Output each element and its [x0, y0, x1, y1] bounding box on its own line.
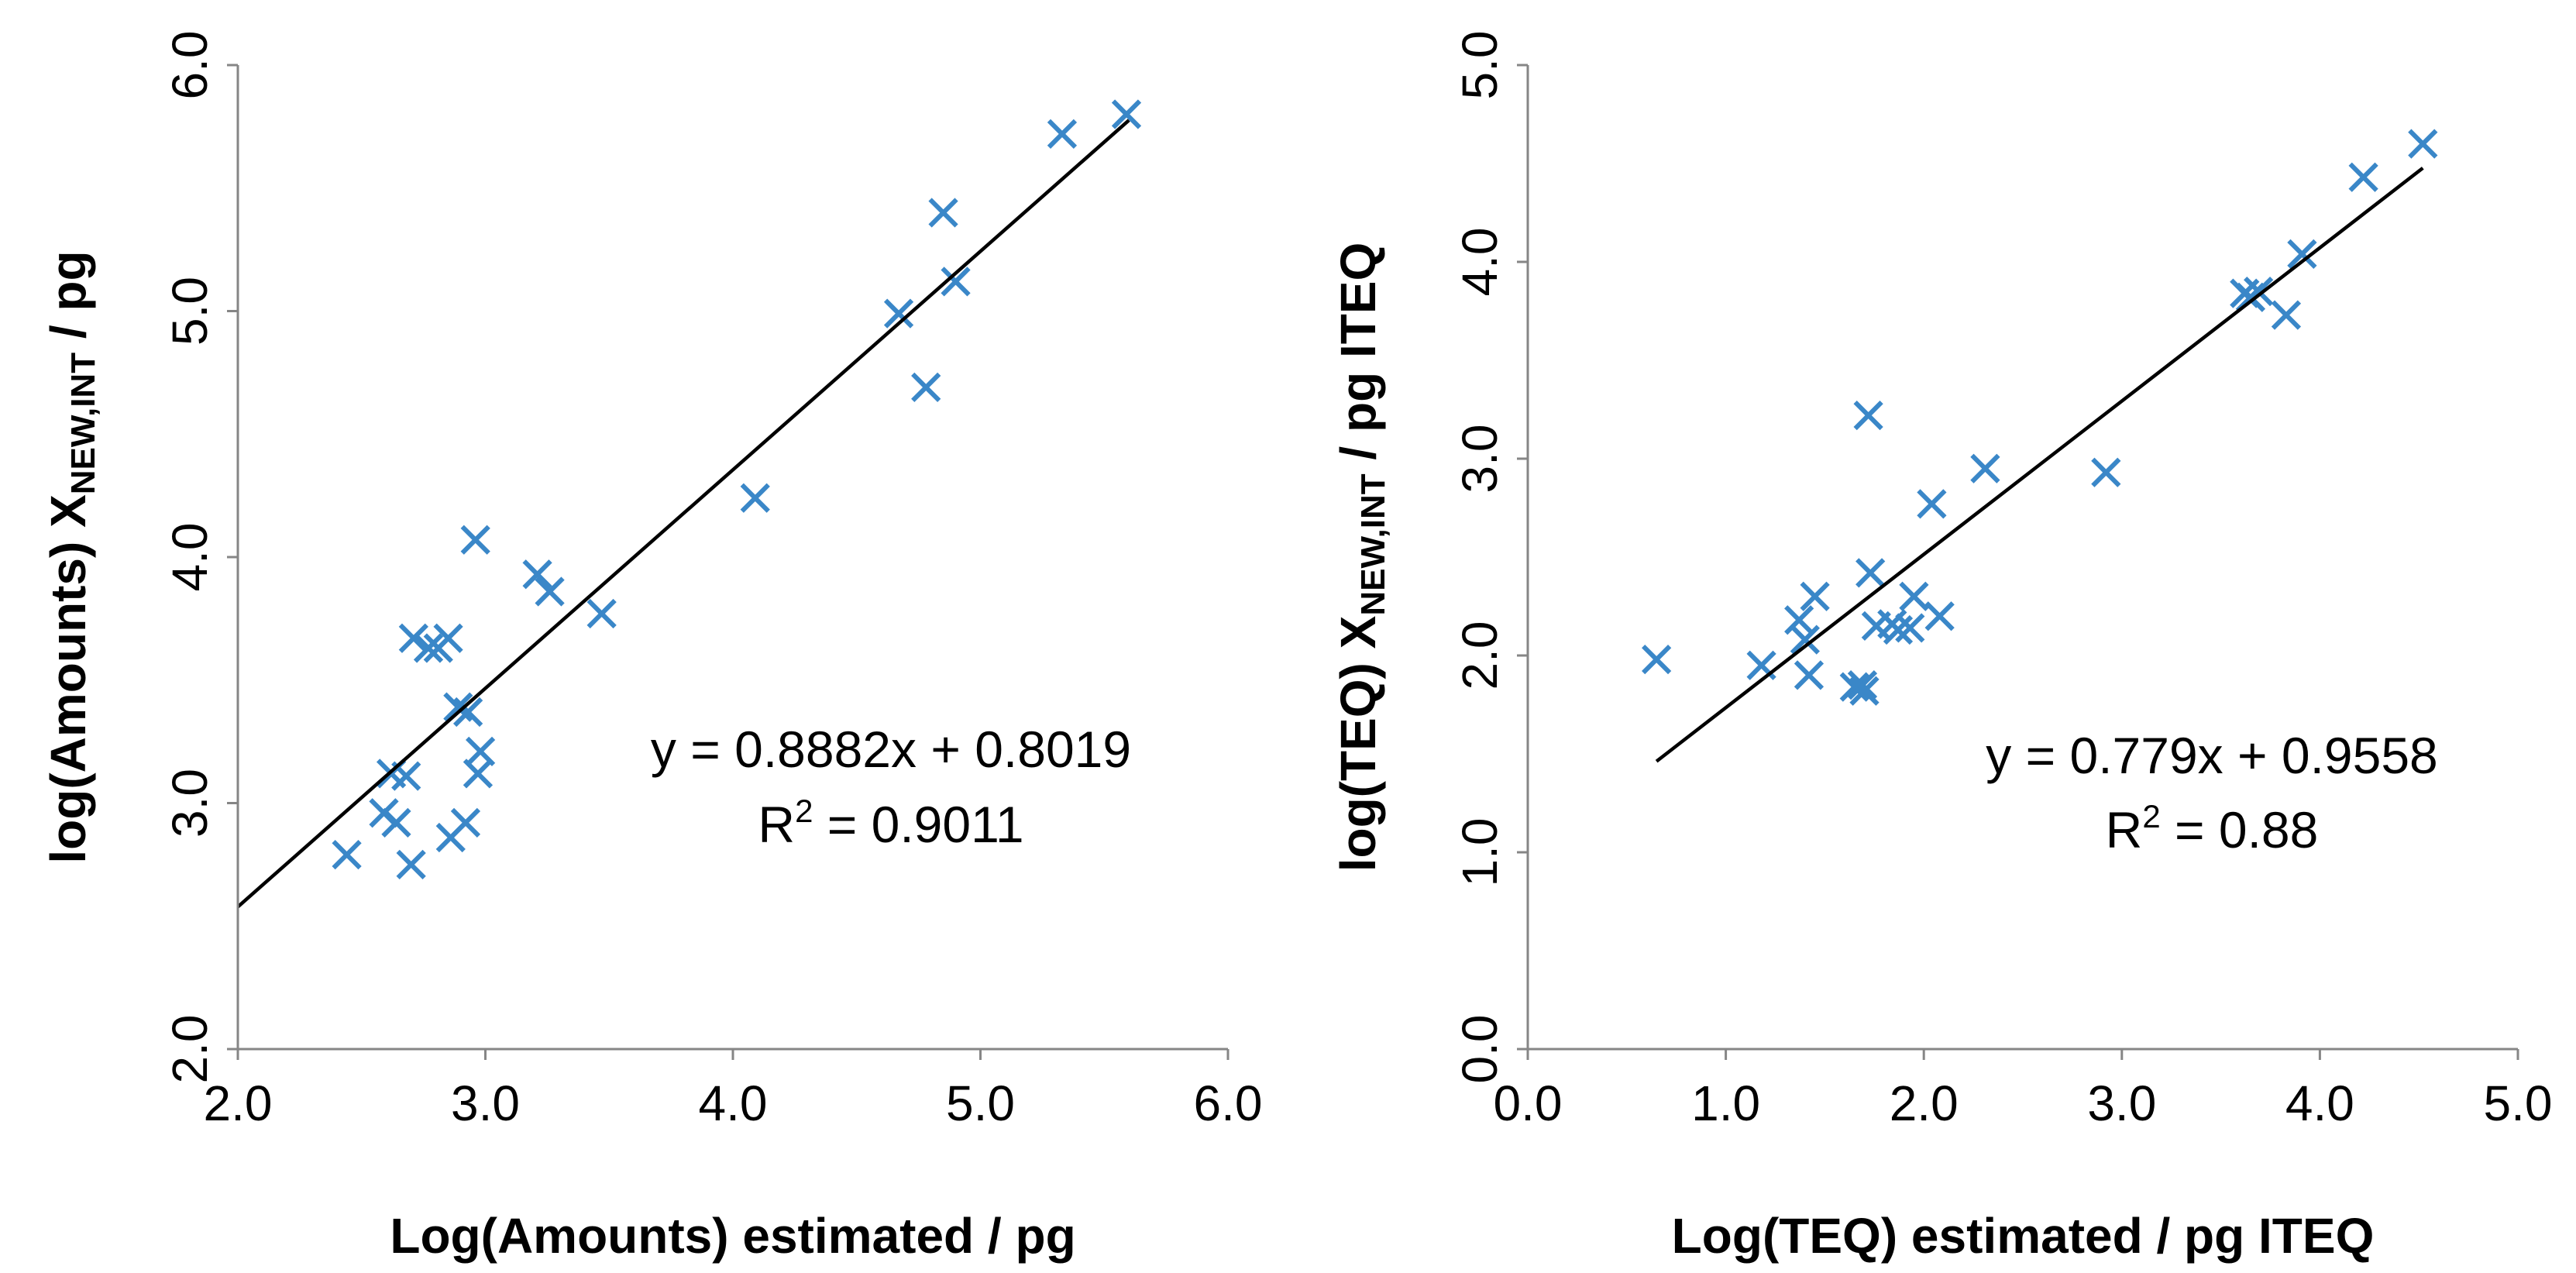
right-y-tick-label: 0.0: [1452, 1015, 1508, 1084]
left-trendline: [236, 119, 1130, 909]
right-x-tick-label: 4.0: [2285, 1075, 2354, 1131]
right-data-point: [1895, 613, 1925, 643]
chart-left: 2.0 3.0 4.0 5.0 6.0 2.0 3.0 4.0 5.0 6.0 Log(Amou…: [40, 31, 1262, 1264]
left-data-point: [1111, 99, 1142, 129]
right-y-label-suffix: / pg ITEQ: [1330, 243, 1386, 474]
right-trendline: [1655, 167, 2424, 763]
right-data-point: [1642, 644, 1672, 675]
left-r2-value: = 0.9011: [813, 796, 1023, 853]
left-y-tick-label: 2.0: [162, 1015, 218, 1084]
left-x-tick-label: 4.0: [699, 1075, 768, 1131]
right-data-point: [1853, 400, 1883, 431]
left-data-point: [396, 849, 426, 879]
left-data-point: [443, 692, 473, 722]
left-y-tick-label: 4.0: [162, 523, 218, 592]
right-x-axis-label: Log(TEQ) estimated / pg ITEQ: [1672, 1208, 2375, 1264]
right-data-point: [1970, 453, 2000, 483]
right-x-tick-label: 1.0: [1691, 1075, 1760, 1131]
left-data-point: [911, 372, 941, 403]
right-y-tick-label: 1.0: [1452, 818, 1508, 887]
left-y-tick-labels: 2.0 3.0 4.0 5.0 6.0: [162, 31, 238, 1084]
right-data-point: [1855, 558, 1886, 588]
right-data-point: [1790, 624, 1820, 655]
right-y-tick-labels: 0.0 1.0 2.0 3.0 4.0 5.0: [1452, 31, 1528, 1084]
right-data-point: [2348, 162, 2378, 192]
left-data-point: [535, 576, 565, 607]
left-data-point: [413, 633, 444, 663]
left-data-point: [883, 298, 914, 329]
right-data-point: [1794, 660, 1825, 690]
left-x-tick-label: 3.0: [451, 1075, 520, 1131]
right-y-tick-label: 3.0: [1452, 425, 1508, 494]
left-y-tick-label: 5.0: [162, 277, 218, 346]
left-x-axis-label: Log(Amounts) estimated / pg: [390, 1208, 1075, 1264]
right-y-label-prefix: log(TEQ) X: [1330, 615, 1386, 872]
right-r2-prefix: R: [2106, 801, 2143, 858]
left-y-label-prefix: log(Amounts) X: [40, 494, 96, 864]
right-data-point: [1839, 672, 1869, 702]
right-data-point: [2408, 129, 2438, 159]
left-data-point: [1047, 119, 1078, 150]
right-x-tick-label: 2.0: [1890, 1075, 1959, 1131]
left-r2-sup: 2: [795, 793, 813, 829]
left-regression-equation: y = 0.8882x + 0.8019: [651, 721, 1131, 778]
left-data-point: [522, 559, 552, 590]
right-data-point: [1917, 489, 1947, 519]
right-x-tick-label: 3.0: [2087, 1075, 2156, 1131]
left-y-tick-label: 6.0: [162, 31, 218, 100]
right-r2-sup: 2: [2142, 798, 2160, 834]
right-y-axis-label: log(TEQ) XNEW,INT / pg ITEQ: [1330, 243, 1392, 872]
left-data-point: [332, 840, 362, 870]
left-y-label-suffix: / pg: [40, 250, 96, 353]
left-x-tick-labels: 2.0 3.0 4.0 5.0 6.0: [204, 1049, 1263, 1131]
left-data-point: [586, 598, 617, 629]
right-data-point: [1784, 605, 1814, 635]
right-r-squared: R2 = 0.88: [2106, 798, 2319, 858]
left-data-point: [381, 807, 411, 838]
left-data-point: [453, 697, 483, 728]
left-data-markers: [332, 99, 1142, 879]
right-r2-value: = 0.88: [2161, 801, 2319, 858]
right-data-point: [1800, 581, 1830, 611]
right-data-markers: [1642, 129, 2438, 706]
left-data-point: [928, 198, 958, 228]
left-x-tick-label: 6.0: [1194, 1075, 1263, 1131]
left-x-tick-label: 2.0: [204, 1075, 273, 1131]
left-data-point: [465, 736, 496, 766]
right-y-tick-label: 2.0: [1452, 621, 1508, 690]
right-data-point: [2091, 457, 2121, 487]
left-y-tick-label: 3.0: [162, 769, 218, 838]
left-data-point: [941, 267, 971, 297]
right-data-point: [2287, 239, 2317, 269]
right-data-point: [1883, 614, 1914, 645]
left-y-axis-label: log(Amounts) XNEW,INT / pg: [40, 250, 102, 863]
right-x-tick-labels: 0.0 1.0 2.0 3.0 4.0 5.0: [1494, 1049, 2553, 1131]
chart-right: 0.0 1.0 2.0 3.0 4.0 5.0 0.0 1.0 2.0 3.0 4.0 5.0 Lo…: [1330, 31, 2552, 1264]
left-data-point: [398, 623, 428, 653]
left-r2-prefix: R: [758, 796, 795, 853]
left-x-tick-label: 5.0: [946, 1075, 1015, 1131]
left-r-squared: R2 = 0.9011: [758, 793, 1023, 853]
right-data-point: [1849, 676, 1880, 706]
left-y-label-subscript: NEW,INT: [64, 353, 102, 494]
left-data-point: [433, 623, 463, 653]
right-x-tick-label: 0.0: [1494, 1075, 1563, 1131]
right-data-point: [1899, 581, 1929, 611]
right-x-tick-label: 5.0: [2484, 1075, 2553, 1131]
right-regression-equation: y = 0.779x + 0.9558: [1986, 727, 2437, 784]
right-data-point: [2271, 300, 2302, 330]
right-y-tick-label: 5.0: [1452, 31, 1508, 100]
left-data-point: [740, 483, 770, 513]
left-data-point: [460, 525, 490, 555]
right-data-point: [1924, 601, 1955, 631]
right-data-point: [1847, 669, 1878, 700]
right-y-tick-label: 4.0: [1452, 228, 1508, 297]
right-y-label-subscript: NEW,INT: [1354, 473, 1392, 615]
left-data-point: [450, 807, 481, 838]
